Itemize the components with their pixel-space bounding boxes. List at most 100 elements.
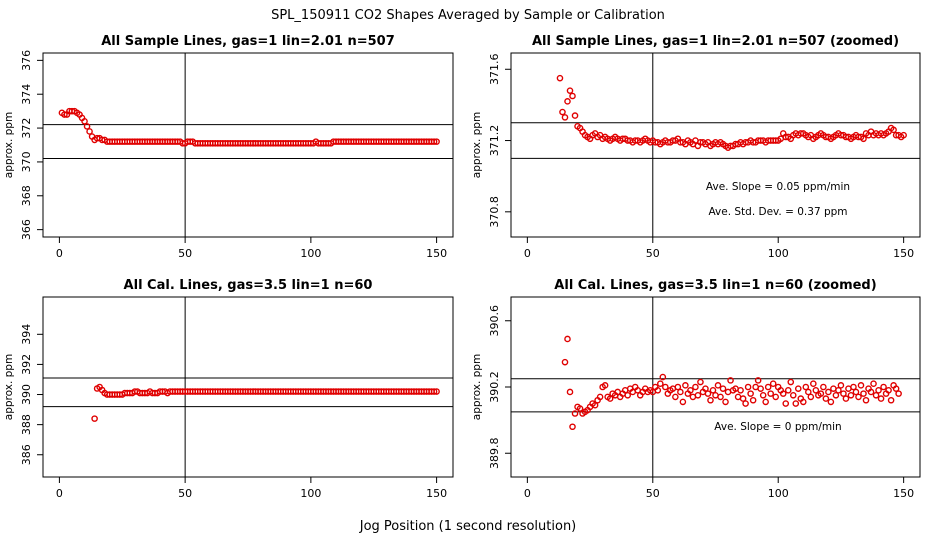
data-point — [433, 138, 440, 145]
data-point — [789, 391, 797, 399]
data-point — [430, 388, 438, 395]
data-point — [659, 373, 667, 381]
x-tick-label: 100 — [300, 247, 321, 260]
data-point — [702, 385, 709, 392]
chart-panel-3: All Cal. Lines, gas=3.5 lin=1 n=60 0 50 100… — [3, 278, 454, 500]
y-axis-label: approx. ppm — [3, 112, 15, 178]
annotation-text: Ave. Slope = 0.05 ppm/min — [706, 181, 850, 193]
data-point — [852, 388, 860, 396]
data-point — [717, 393, 724, 401]
data-point — [900, 131, 907, 139]
x-tick-label: 0 — [56, 247, 63, 260]
data-point — [817, 390, 825, 397]
data-point — [764, 383, 772, 391]
data-point — [837, 382, 845, 389]
data-point — [672, 393, 679, 401]
data-point — [784, 387, 792, 394]
y-axis-label: approx. ppm — [471, 354, 483, 420]
data-point — [571, 410, 579, 417]
y-tick-label: 394 — [20, 324, 33, 345]
data-point — [556, 74, 564, 82]
data-point — [81, 118, 88, 125]
data-point — [749, 396, 757, 404]
x-tick-label: 100 — [768, 247, 789, 260]
data-point — [571, 112, 579, 119]
data-point — [591, 401, 599, 409]
plot-frame — [42, 296, 454, 478]
plot-frame — [510, 52, 921, 238]
data-point — [687, 387, 694, 394]
data-point — [709, 387, 717, 394]
y-tick-label: 376 — [20, 50, 33, 71]
data-point — [566, 388, 574, 396]
data-point — [850, 383, 857, 391]
data-point — [840, 390, 847, 397]
data-point — [654, 387, 662, 394]
x-tick-label: 150 — [426, 487, 447, 500]
data-point — [747, 390, 754, 397]
data-point — [890, 126, 897, 134]
chart-panel-4: All Cal. Lines, gas=3.5 lin=1 n=60 (zoom… — [471, 278, 921, 500]
panels: All Sample Lines, gas=1 lin=2.01 n=507 0 5… — [3, 34, 921, 500]
y-tick-label: 374 — [20, 84, 33, 105]
data-point — [692, 383, 699, 391]
data-point — [707, 396, 714, 404]
y-tick-label: 372 — [20, 118, 33, 139]
data-point — [679, 398, 687, 406]
data-point — [860, 390, 867, 397]
data-point — [822, 395, 830, 402]
y-tick-label: 388 — [20, 414, 33, 435]
data-point — [867, 388, 875, 396]
x-tick-label: 0 — [56, 487, 63, 500]
y-tick-label: 370 — [20, 151, 33, 172]
data-point — [872, 391, 880, 399]
x-tick-label: 0 — [524, 487, 531, 500]
plot-frame — [42, 52, 454, 238]
data-point — [566, 87, 574, 94]
annotation-text: Ave. Slope = 0 ppm/min — [714, 421, 841, 433]
data-point — [877, 395, 885, 402]
x-tick-label: 100 — [768, 487, 789, 500]
y-tick-label: 390 — [20, 384, 33, 405]
data-point — [677, 388, 684, 396]
y-tick-label: 371.6 — [488, 54, 501, 86]
data-point — [722, 398, 729, 406]
chart-title: All Sample Lines, gas=1 lin=2.01 n=507 (… — [532, 34, 899, 49]
x-tick-label: 50 — [646, 487, 660, 500]
x-tick-label: 0 — [524, 247, 531, 260]
data-point — [430, 138, 438, 145]
data-point — [561, 358, 569, 366]
data-point — [827, 398, 835, 406]
data-point — [895, 390, 902, 397]
data-point — [744, 383, 752, 391]
data-point — [624, 391, 632, 399]
data-point — [782, 400, 790, 407]
y-tick-label: 389.8 — [488, 437, 501, 469]
data-point — [767, 390, 774, 397]
y-axis-label: approx. ppm — [471, 112, 483, 178]
data-point — [887, 396, 895, 404]
x-tick-label: 50 — [178, 487, 192, 500]
data-point — [847, 391, 855, 399]
data-point — [697, 378, 704, 386]
data-point — [739, 395, 747, 402]
data-point — [779, 390, 787, 397]
data-point — [860, 135, 867, 143]
data-point — [799, 398, 807, 406]
data-points — [58, 107, 440, 147]
data-point — [870, 380, 877, 387]
data-point — [742, 400, 749, 407]
y-tick-label: 370.8 — [488, 196, 501, 228]
data-point — [657, 380, 664, 387]
x-tick-label: 50 — [646, 247, 660, 260]
data-point — [885, 387, 892, 394]
x-axis-label: Jog Position (1 second resolution) — [359, 519, 577, 534]
data-point — [772, 393, 780, 401]
data-point — [737, 387, 744, 394]
data-point — [601, 382, 609, 389]
x-tick-label: 150 — [893, 247, 914, 260]
chart-panel-1: All Sample Lines, gas=1 lin=2.01 n=507 0 5… — [3, 34, 454, 260]
figure-title: SPL_150911 CO2 Shapes Averaged by Sample… — [271, 8, 665, 23]
data-point — [704, 390, 712, 397]
